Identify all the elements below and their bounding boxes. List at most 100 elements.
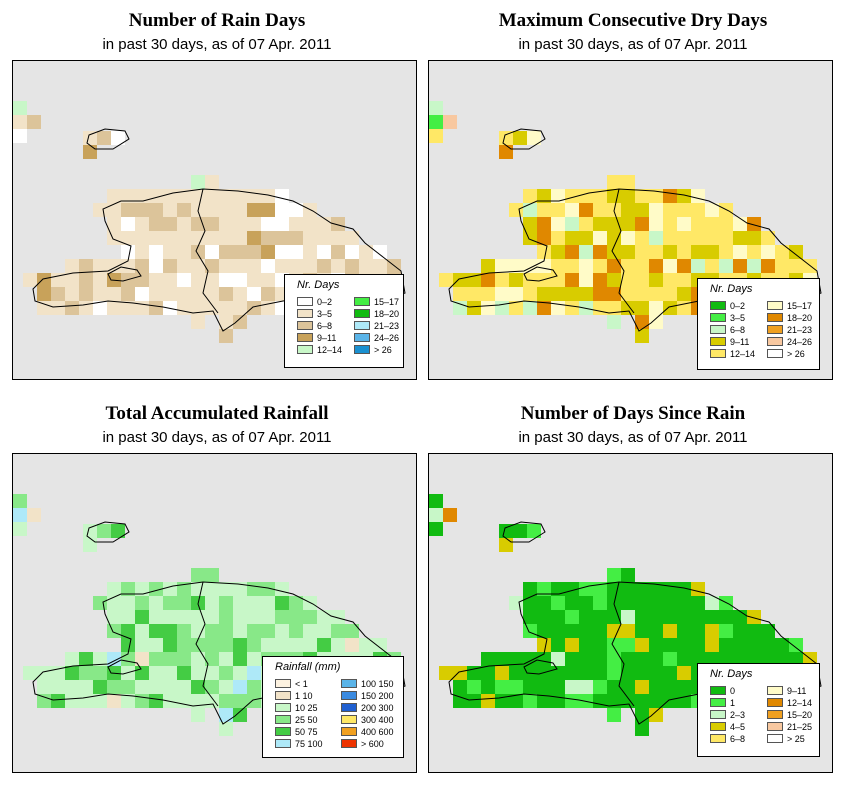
legend-swatch — [767, 313, 783, 322]
grid-cell — [691, 231, 705, 245]
grid-cell — [649, 301, 663, 315]
grid-cell — [537, 231, 551, 245]
grid-cell — [233, 273, 247, 287]
legend-swatch — [354, 345, 370, 354]
grid-cell — [149, 652, 163, 666]
legend-label: 1 10 — [295, 691, 313, 701]
grid-cell — [691, 610, 705, 624]
panel-subtitle: in past 30 days, as of 07 Apr. 2011 — [518, 36, 748, 53]
legend-label: 12–14 — [730, 349, 756, 359]
legend-label: 24–26 — [787, 337, 813, 347]
grid-cell — [93, 259, 107, 273]
grid-cell — [177, 610, 191, 624]
grid-cell — [537, 189, 551, 203]
grid-cell — [331, 610, 345, 624]
grid-cell — [13, 129, 27, 143]
grid-cell — [205, 203, 219, 217]
grid-cell — [551, 666, 565, 680]
grid-cell — [261, 189, 275, 203]
grid-cell — [79, 259, 93, 273]
grid-cell — [303, 259, 317, 273]
grid-cell — [261, 231, 275, 245]
legend-label: 6–8 — [730, 325, 746, 335]
grid-cell — [663, 666, 677, 680]
grid-cell — [247, 624, 261, 638]
grid-cell — [607, 666, 621, 680]
grid-cell — [37, 666, 51, 680]
grid-cell — [219, 708, 233, 722]
grid-cell — [13, 101, 27, 115]
panel-subtitle: in past 30 days, as of 07 Apr. 2011 — [102, 36, 332, 53]
grid-cell — [551, 217, 565, 231]
grid-cell — [135, 245, 149, 259]
grid-cell — [789, 652, 803, 666]
grid-cell — [495, 287, 509, 301]
grid-cell — [135, 273, 149, 287]
grid-cell — [443, 508, 457, 522]
grid-cell — [649, 259, 663, 273]
grid-cell — [317, 245, 331, 259]
grid-cell — [593, 301, 607, 315]
grid-cell — [523, 287, 537, 301]
grid-cell — [509, 287, 523, 301]
grid-cell — [79, 287, 93, 301]
grid-cell — [97, 131, 111, 145]
grid-cell — [303, 231, 317, 245]
grid-cell — [621, 680, 635, 694]
grid-cell — [79, 666, 93, 680]
legend-swatch — [710, 734, 726, 743]
grid-cell — [79, 301, 93, 315]
grid-cell — [317, 624, 331, 638]
grid-cell — [621, 652, 635, 666]
grid-cell — [121, 301, 135, 315]
legend-swatch — [275, 715, 291, 724]
legend-label: > 26 — [374, 345, 392, 355]
grid-cell — [649, 652, 663, 666]
grid-cell — [663, 189, 677, 203]
grid-cell — [205, 301, 219, 315]
grid-cell — [649, 231, 663, 245]
grid-cell — [359, 245, 373, 259]
grid-cell — [177, 652, 191, 666]
legend-swatch — [710, 349, 726, 358]
grid-cell — [261, 582, 275, 596]
grid-cell — [635, 245, 649, 259]
legend-swatch — [341, 691, 357, 700]
grid-cell — [593, 245, 607, 259]
grid-cell — [551, 624, 565, 638]
grid-cell — [691, 245, 705, 259]
grid-cell — [135, 638, 149, 652]
grid-cell — [163, 624, 177, 638]
grid-cell — [691, 259, 705, 273]
grid-cell — [509, 666, 523, 680]
grid-cell — [635, 680, 649, 694]
grid-cell — [621, 175, 635, 189]
grid-cell — [163, 610, 177, 624]
grid-cell — [135, 624, 149, 638]
grid-cell — [537, 638, 551, 652]
grid-cell — [177, 624, 191, 638]
grid-cell — [205, 287, 219, 301]
grid-cell — [691, 582, 705, 596]
grid-cell — [593, 680, 607, 694]
grid-cell — [289, 610, 303, 624]
grid-cell — [37, 273, 51, 287]
legend-label: 2–3 — [730, 710, 746, 720]
grid-cell — [289, 203, 303, 217]
grid-cell — [65, 273, 79, 287]
grid-cell — [121, 596, 135, 610]
grid-cell — [495, 301, 509, 315]
grid-cell — [149, 245, 163, 259]
grid-cell — [135, 652, 149, 666]
grid-cell — [191, 259, 205, 273]
grid-cell — [607, 245, 621, 259]
grid-cell — [149, 259, 163, 273]
grid-cell — [149, 582, 163, 596]
grid-cell — [177, 217, 191, 231]
grid-cell — [191, 624, 205, 638]
grid-cell — [205, 245, 219, 259]
grid-cell — [607, 189, 621, 203]
grid-cell — [691, 652, 705, 666]
grid-cell — [233, 708, 247, 722]
grid-cell — [733, 231, 747, 245]
